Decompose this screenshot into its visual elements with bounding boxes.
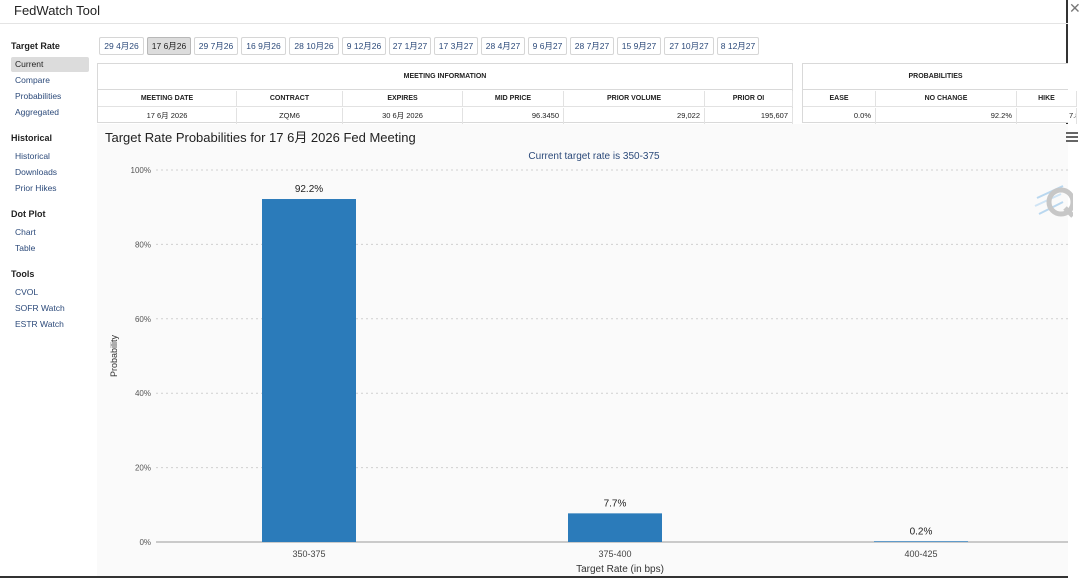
- probabilities-cell-no-change: 92.2%: [876, 108, 1017, 124]
- tab-meeting-2[interactable]: 17 6月26: [147, 37, 191, 55]
- y-tick-label-80: 80%: [135, 240, 151, 249]
- window-title: FedWatch Tool: [14, 3, 100, 18]
- y-tick-label-0: 0%: [139, 538, 151, 547]
- tab-meeting-7[interactable]: 27 1月27: [389, 37, 431, 55]
- sidebar: Target Rate Current Compare Probabilities Ag…: [0, 28, 95, 576]
- meeting-info-header-meeting-date: MEETING DATE: [98, 91, 237, 107]
- title-bar: FedWatch Tool: [0, 0, 1068, 24]
- meeting-info-cell-mid-price: 96.3450: [463, 108, 564, 124]
- sidebar-heading-target-rate: Target Rate: [11, 41, 60, 51]
- meeting-info-cell-prior-volume: 29,022: [564, 108, 705, 124]
- sidebar-heading-historical: Historical: [11, 133, 53, 143]
- x-tick-label-400-425: 400-425: [904, 549, 937, 559]
- probabilities-header-ease: EASE: [803, 91, 876, 107]
- probabilities-cell-hike: 7.8: [1017, 108, 1077, 124]
- meeting-info-header-mid-price: MID PRICE: [463, 91, 564, 107]
- meeting-information-table: MEETING INFORMATION MEETING DATE CONTRACT…: [97, 63, 793, 124]
- x-tick-label-350-375: 350-375: [292, 549, 325, 559]
- sidebar-item-current[interactable]: Current: [11, 57, 89, 72]
- chart-subtitle: Current target rate is 350-375: [528, 151, 660, 162]
- x-tick-label-375-400: 375-400: [598, 549, 631, 559]
- sidebar-item-chart[interactable]: Chart: [15, 227, 36, 237]
- probabilities-table: PROBABILITIES EASE NO CHANGE HIKE 0.0% 92.2%…: [802, 63, 1077, 124]
- meeting-info-cell-contract: ZQM6: [237, 108, 343, 124]
- bar-data-label-400-425: 0.2%: [910, 526, 933, 537]
- q-logo-icon: [1034, 185, 1073, 218]
- tab-meeting-4[interactable]: 16 9月26: [241, 37, 286, 55]
- tab-meeting-14[interactable]: 8 12月27: [717, 37, 759, 55]
- bar-375-400: [568, 513, 662, 542]
- sidebar-heading-tools: Tools: [11, 269, 35, 279]
- close-icon[interactable]: ✕: [1069, 1, 1080, 17]
- chart-menu-icon[interactable]: [1066, 132, 1078, 144]
- y-axis-label: Probability: [109, 334, 119, 377]
- probability-bar-chart: Target Rate Probabilities for 17 6月 2026…: [105, 130, 1068, 575]
- meeting-info-header-prior-oi: PRIOR OI: [705, 91, 793, 107]
- tab-meeting-13[interactable]: 27 10月27: [664, 37, 714, 55]
- tab-meeting-10[interactable]: 9 6月27: [528, 37, 567, 55]
- tab-meeting-3[interactable]: 29 7月26: [194, 37, 238, 55]
- sidebar-item-cvol[interactable]: CVOL: [15, 287, 39, 297]
- tab-meeting-9[interactable]: 28 4月27: [481, 37, 525, 55]
- meeting-info-cell-expires: 30 6月 2026: [343, 108, 463, 124]
- sidebar-item-compare[interactable]: Compare: [15, 75, 50, 85]
- sidebar-heading-dot-plot: Dot Plot: [11, 209, 46, 219]
- sidebar-item-probabilities[interactable]: Probabilities: [15, 91, 62, 101]
- chart-title: Target Rate Probabilities for 17 6月 2026…: [105, 130, 416, 145]
- meeting-info-header-expires: EXPIRES: [343, 91, 463, 107]
- tab-meeting-5[interactable]: 28 10月26: [289, 37, 339, 55]
- sidebar-item-table[interactable]: Table: [15, 243, 36, 253]
- probabilities-title: PROBABILITIES: [803, 64, 1068, 90]
- tab-meeting-11[interactable]: 28 7月27: [570, 37, 614, 55]
- y-tick-label-60: 60%: [135, 315, 151, 324]
- bar-350-375: [262, 199, 356, 542]
- meeting-information-title: MEETING INFORMATION: [98, 64, 792, 90]
- chart-area: Target Rate Probabilities for 17 6月 2026…: [97, 124, 1068, 576]
- sidebar-item-prior-hikes[interactable]: Prior Hikes: [15, 183, 57, 193]
- sidebar-item-aggregated[interactable]: Aggregated: [15, 107, 59, 117]
- meeting-info-cell-meeting-date: 17 6月 2026: [98, 108, 237, 124]
- sidebar-item-downloads[interactable]: Downloads: [15, 167, 58, 177]
- bar-data-label-350-375: 92.2%: [295, 184, 323, 195]
- sidebar-item-historical[interactable]: Historical: [15, 151, 50, 161]
- probabilities-header-hike: HIKE: [1017, 91, 1077, 107]
- tab-meeting-8[interactable]: 17 3月27: [434, 37, 478, 55]
- sidebar-item-estr-watch[interactable]: ESTR Watch: [15, 319, 64, 329]
- probabilities-cell-ease: 0.0%: [803, 108, 876, 124]
- meeting-info-header-contract: CONTRACT: [237, 91, 343, 107]
- meeting-info-header-prior-volume: PRIOR VOLUME: [564, 91, 705, 107]
- y-tick-label-40: 40%: [135, 389, 151, 398]
- y-tick-label-100: 100%: [131, 166, 151, 175]
- meeting-info-cell-prior-oi: 195,607: [705, 108, 793, 124]
- tab-meeting-6[interactable]: 9 12月26: [342, 37, 386, 55]
- bar-400-425: [874, 541, 968, 542]
- y-tick-label-20: 20%: [135, 464, 151, 473]
- x-axis-label: Target Rate (in bps): [576, 564, 664, 575]
- sidebar-item-sofr-watch[interactable]: SOFR Watch: [15, 303, 65, 313]
- bar-data-label-375-400: 7.7%: [604, 498, 627, 509]
- tab-meeting-1[interactable]: 29 4月26: [99, 37, 144, 55]
- tab-meeting-12[interactable]: 15 9月27: [617, 37, 661, 55]
- probabilities-header-no-change: NO CHANGE: [876, 91, 1017, 107]
